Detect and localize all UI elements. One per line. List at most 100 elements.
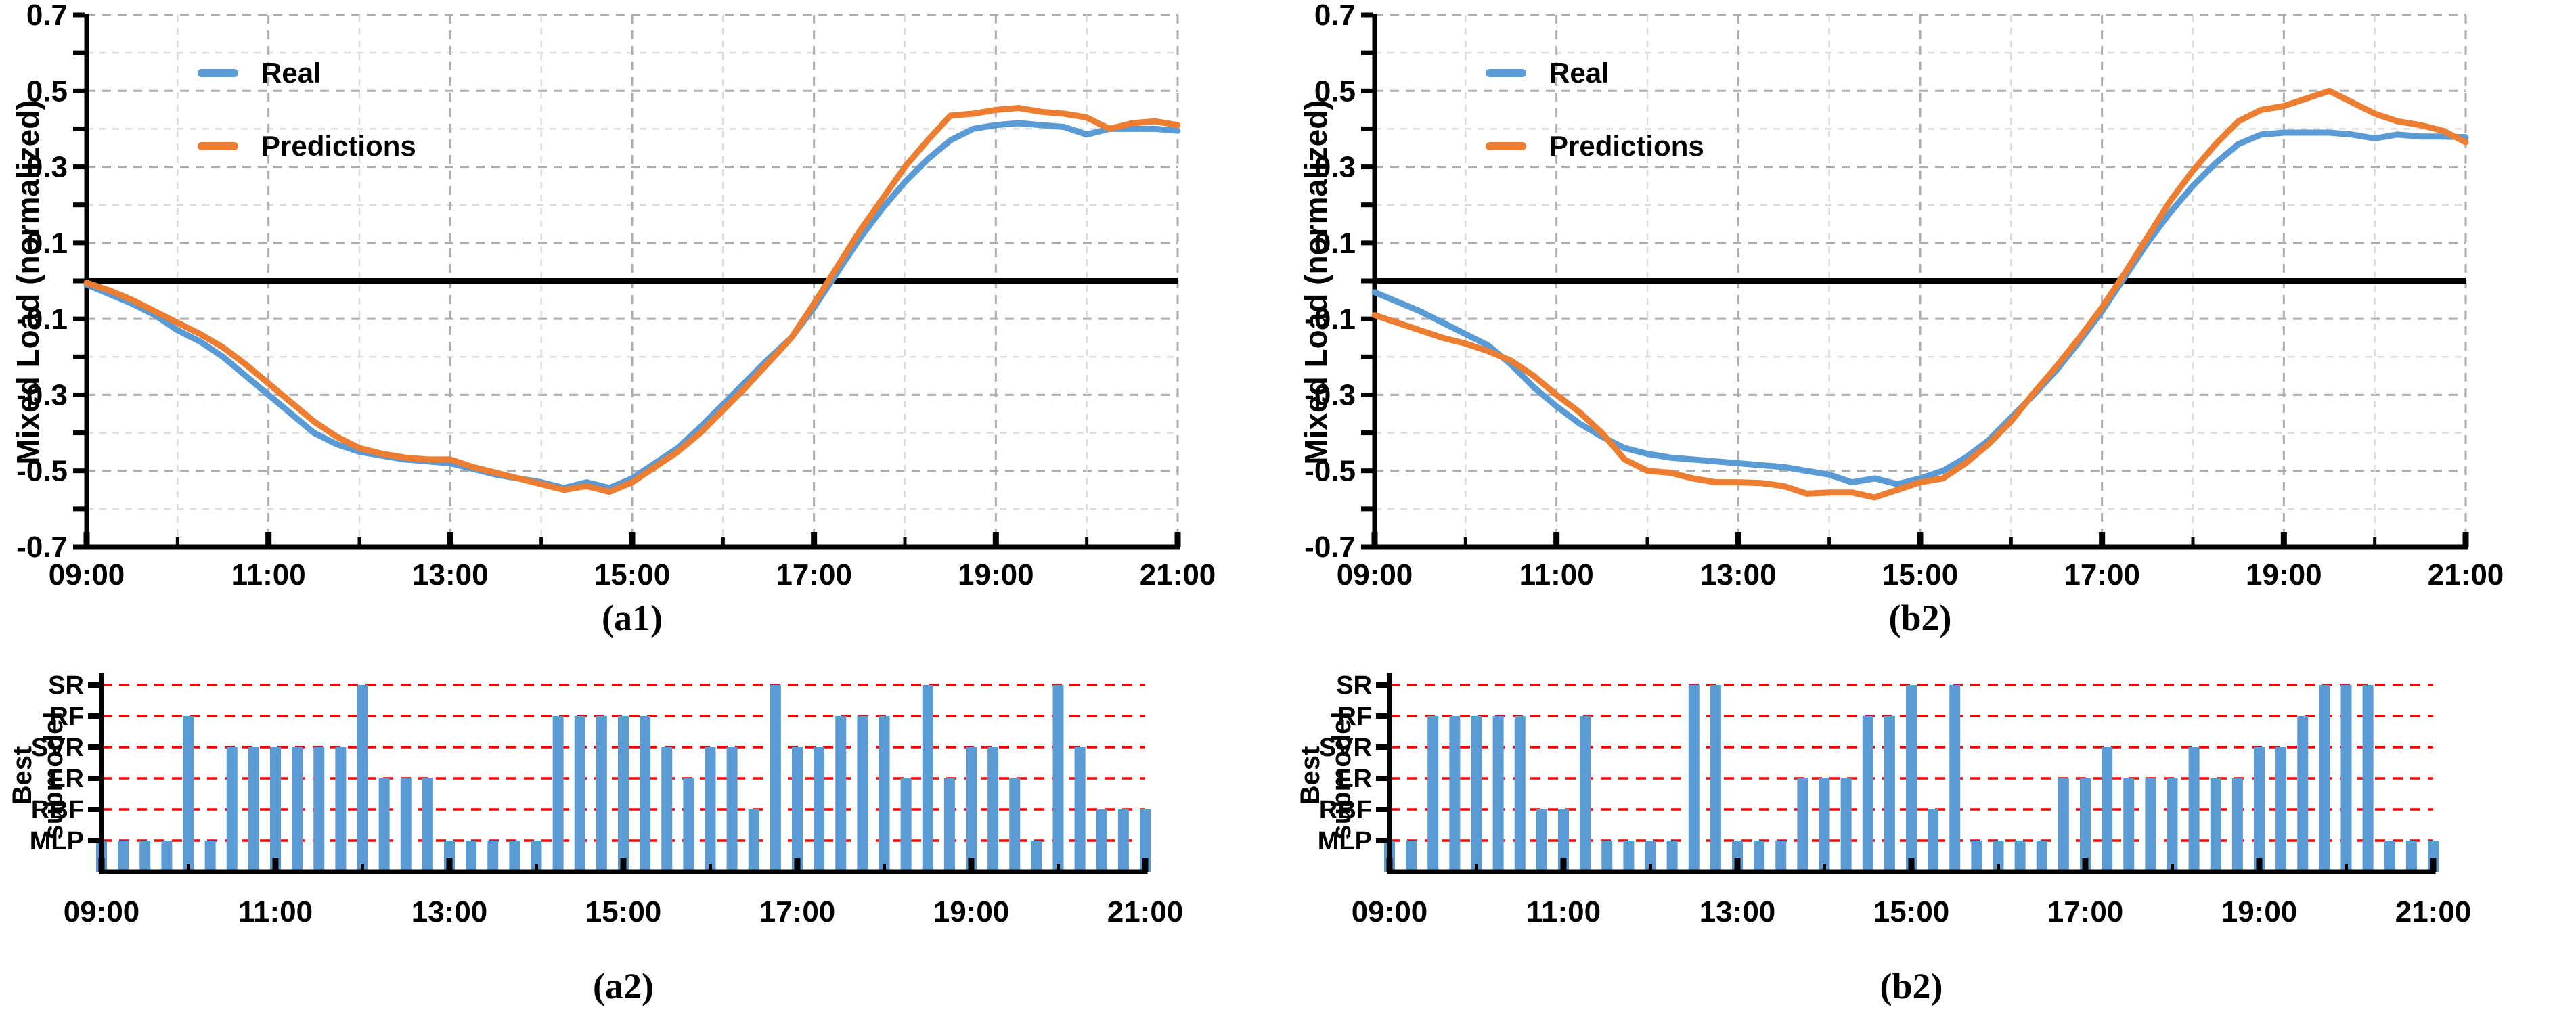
x-tick-label: 11:00 <box>231 558 306 592</box>
bar-18:00 <box>2167 778 2178 872</box>
x-tick-major <box>98 858 105 872</box>
y-category-label: SVR <box>31 734 84 762</box>
x-tick-label: 13:00 <box>1700 558 1777 592</box>
x-tick-major <box>272 858 279 872</box>
bar-19:30 <box>1009 778 1021 872</box>
x-tick-label: 17:00 <box>2047 895 2124 929</box>
y-tick-label: -0.1 <box>16 303 68 336</box>
bar-11:00 <box>1558 809 1569 872</box>
y-tick <box>73 278 85 284</box>
bar-11:30 <box>313 747 325 872</box>
legend-item-predictions: Predictions <box>198 127 416 165</box>
bar-15:00 <box>618 716 629 872</box>
x-tick-label: 19:00 <box>2246 558 2322 592</box>
bar-15:00 <box>1906 685 1917 872</box>
predictions-series-line <box>1371 87 2469 501</box>
bar-15:30 <box>1949 685 1961 872</box>
x-tick-major <box>2462 532 2469 547</box>
x-tick-minor <box>883 864 886 872</box>
y-tick <box>1361 164 1373 170</box>
x-tick-label: 19:00 <box>2221 895 2298 929</box>
x-tick-major <box>1553 532 1560 547</box>
x-tick-major <box>992 532 999 547</box>
y-tick <box>1361 354 1373 359</box>
bar-12:30 <box>400 778 412 872</box>
y-tick <box>1376 713 1387 719</box>
y-category-label: SR <box>48 671 84 700</box>
bar-13:45 <box>509 841 520 872</box>
x-tick-major <box>2099 532 2106 547</box>
real-series-swatch <box>198 69 238 77</box>
x-tick-major <box>1560 858 1567 872</box>
panel-a1: 0.7 0.5 0.3 0.1 -0.1 -0.3 -0.5 -0.7 09:00 11:00 13… <box>0 0 1288 643</box>
y-tick-label: 0.5 <box>26 74 68 108</box>
x-tick-minor <box>2345 864 2348 872</box>
bar-11:45 <box>335 747 347 872</box>
x-tick-major <box>968 858 975 872</box>
legend-label-real: Real <box>261 57 321 89</box>
x-tick-major <box>2430 858 2437 872</box>
bar-20:30 <box>1096 809 1107 872</box>
bar-17:00 <box>2080 778 2091 872</box>
y-tick-label: -0.3 <box>16 378 68 411</box>
y-tick <box>73 202 85 208</box>
bar-12:15 <box>378 778 390 872</box>
bar-16:00 <box>1993 841 2004 872</box>
y-tick <box>1361 430 1373 436</box>
bar-18:15 <box>2188 747 2200 872</box>
x-tick-label: 21:00 <box>2395 895 2472 929</box>
y-tick <box>1376 807 1387 812</box>
bar-18:45 <box>2231 778 2243 872</box>
x-tick-minor <box>2191 537 2195 547</box>
bar-13:15 <box>1754 841 1765 872</box>
bar-16:30 <box>2036 841 2047 872</box>
y-tick <box>73 88 85 93</box>
y-tick-label: -0.3 <box>1304 378 1356 411</box>
y-tick-label: -0.7 <box>16 531 68 564</box>
legend-item-real: Real <box>198 54 416 92</box>
y-tick-label: 0.1 <box>26 227 68 260</box>
x-tick-major <box>447 532 453 547</box>
bar-20:15 <box>2362 685 2374 872</box>
x-tick-label: 19:00 <box>958 558 1034 592</box>
bar-15:30 <box>661 747 673 872</box>
bar-20:30 <box>2384 841 2395 872</box>
y-tick <box>1361 468 1373 474</box>
x-tick-major <box>446 858 453 872</box>
bar-17:45 <box>857 716 868 872</box>
y-tick-label: 0.1 <box>1314 227 1356 260</box>
real-series-line <box>83 120 1181 491</box>
bar-14:30 <box>1862 716 1873 872</box>
bar-10:30 <box>226 747 238 872</box>
bar-09:45 <box>161 841 173 872</box>
y-category-label: SVR <box>1319 734 1372 762</box>
x-tick-label: 21:00 <box>1140 558 1216 592</box>
bar-13:45 <box>1797 778 1808 872</box>
bar-15:15 <box>1928 809 1939 872</box>
bar-18:45 <box>943 778 955 872</box>
x-tick-label: 09:00 <box>49 558 125 592</box>
bar-09:15 <box>1406 841 1417 872</box>
y-tick-label: -0.7 <box>1304 531 1356 564</box>
y-tick-label: -0.5 <box>1304 455 1356 488</box>
y-tick <box>88 838 99 843</box>
x-tick-major <box>629 532 636 547</box>
y-tick <box>1361 50 1373 55</box>
x-tick-label: 17:00 <box>2064 558 2140 592</box>
y-tick <box>73 316 85 321</box>
x-tick-label: 21:00 <box>1107 895 1184 929</box>
x-tick-major <box>1371 532 1378 547</box>
bar-09:30 <box>139 841 151 872</box>
y-tick <box>73 354 85 359</box>
y-axis-title: Mixed Load (normalized) <box>10 99 45 465</box>
bar-19:00 <box>2254 747 2265 872</box>
predictions-series-swatch <box>198 142 238 150</box>
x-tick-label: 15:00 <box>1882 558 1959 592</box>
bar-12:45 <box>422 778 433 872</box>
x-tick-major <box>265 532 272 547</box>
x-tick-minor <box>1645 537 1649 547</box>
x-tick-major <box>1174 532 1181 547</box>
y-tick <box>73 240 85 246</box>
real-series-line <box>1371 129 2469 487</box>
